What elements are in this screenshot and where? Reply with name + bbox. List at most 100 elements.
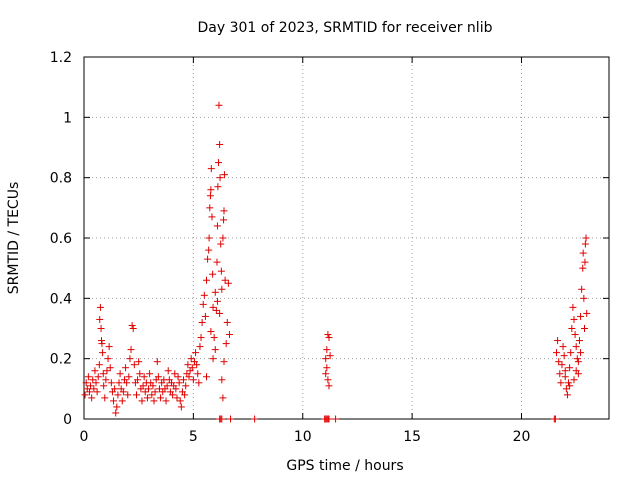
data-point [572,367,580,375]
zero-point [227,415,235,423]
data-point [196,343,204,351]
data-point [102,376,110,384]
data-point [213,258,221,266]
data-point [133,391,140,399]
y-tick-label: 1.2 [50,50,72,66]
data-point [206,204,214,212]
data-point [187,355,195,363]
data-point [128,321,136,329]
x-tick-label: 10 [294,429,312,445]
data-point [566,382,574,390]
data-point [97,325,105,332]
y-tick-label: 0.4 [50,291,72,307]
data-point [84,373,92,381]
data-point [122,364,130,372]
data-point [558,361,566,369]
data-point [562,385,570,393]
data-point [149,382,157,390]
y-tick-label: 1 [63,110,72,126]
data-point [555,358,563,366]
y-tick-label: 0 [63,412,72,428]
data-point [181,391,189,399]
x-tick-label: 15 [403,429,421,445]
data-point [92,379,100,387]
data-point [211,346,219,354]
data-point [201,312,209,320]
data-point [115,379,123,387]
zero-point [218,415,226,423]
data-point [123,379,131,387]
data-point [580,294,588,302]
data-point [207,328,215,336]
data-point [322,355,330,363]
data-point [216,309,224,317]
data-point [560,352,568,360]
data-point [88,394,96,402]
data-point [582,234,590,242]
data-point [559,343,567,351]
grid-lines [84,57,609,419]
data-point [223,318,231,326]
data-point [326,352,334,360]
data-point [162,397,170,405]
data-point [82,379,90,387]
data-point [563,391,571,399]
data-point [193,361,201,369]
data-point [570,376,578,384]
data-point [113,403,121,411]
data-point [145,385,153,393]
y-tick-label: 0.6 [50,231,72,247]
data-point [557,379,565,387]
zero-point [251,415,259,423]
data-point [565,379,573,387]
data-point [91,367,99,375]
data-point [216,174,224,182]
data-point [575,337,583,345]
data-point [143,394,151,402]
data-point [153,358,161,366]
data-point [136,370,144,378]
data-point [124,391,132,399]
data-point [216,140,224,148]
data-point [583,309,591,317]
data-point [134,376,142,384]
data-point [188,364,196,372]
data-point [203,276,210,284]
data-point [185,373,193,381]
data-point [323,364,331,372]
data-point [169,391,177,399]
data-point [140,373,148,381]
data-point [111,385,119,393]
data-point [215,101,223,109]
data-point [553,349,560,357]
zero-point [332,415,340,423]
data-point [139,382,147,390]
data-point [118,397,126,405]
data-point [208,213,216,221]
data-point [103,367,111,375]
data-point [114,391,122,399]
zero-point [325,415,333,423]
plot-frame [83,56,610,420]
data-point [194,370,202,378]
data-point [211,288,219,296]
data-point [100,382,108,390]
data-point [110,397,118,405]
data-point [195,379,203,387]
data-point [579,249,587,257]
data-point [87,382,95,390]
data-point [225,331,233,339]
data-point [220,216,228,224]
data-point [164,367,172,375]
y-tick-label: 0.2 [50,352,72,368]
data-point [324,376,332,384]
data-point [106,364,114,372]
data-point [154,373,162,381]
data-point [173,394,181,402]
data-point [577,349,585,357]
data-point [184,361,192,369]
data-point [138,397,146,405]
data-point [150,397,158,405]
data-point [204,255,212,263]
